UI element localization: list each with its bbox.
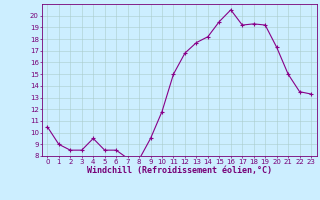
X-axis label: Windchill (Refroidissement éolien,°C): Windchill (Refroidissement éolien,°C) xyxy=(87,166,272,175)
